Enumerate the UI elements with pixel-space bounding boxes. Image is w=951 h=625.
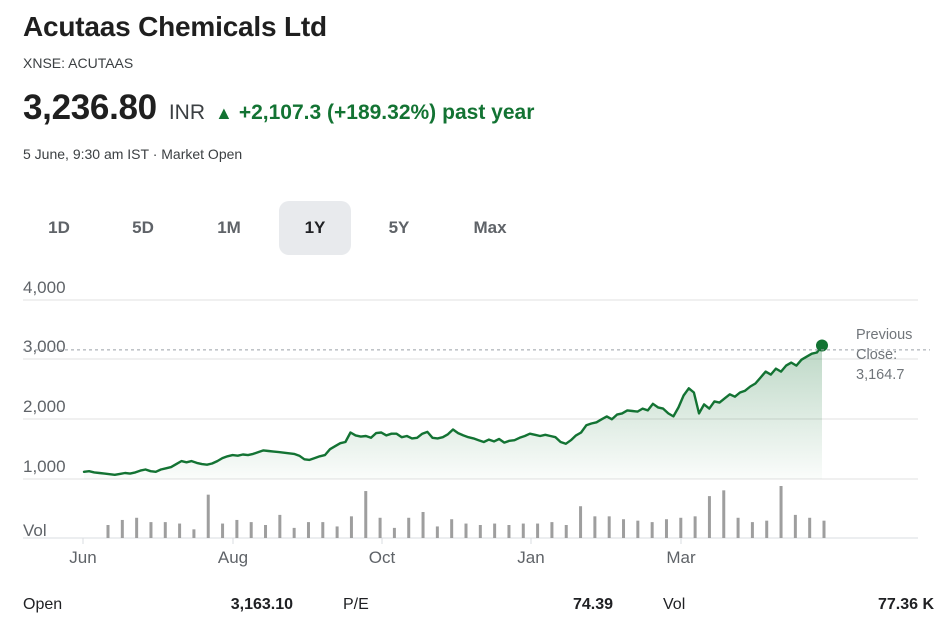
price-area-fill <box>84 345 822 479</box>
volume-bar <box>693 516 697 538</box>
volume-bar <box>664 519 668 538</box>
y-tick-label: 2,000 <box>23 397 66 416</box>
volume-bar <box>593 516 597 538</box>
volume-bar <box>507 525 511 538</box>
volume-bar <box>392 527 396 538</box>
volume-bar <box>478 525 482 538</box>
volume-bar <box>707 496 711 538</box>
volume-bar <box>335 526 339 538</box>
volume-bar <box>550 522 554 538</box>
y-tick-label: 4,000 <box>23 278 66 297</box>
pe-label: P/E <box>343 596 369 613</box>
tab-5d[interactable]: 5D <box>132 218 154 237</box>
volume-bar <box>178 523 182 538</box>
tab-1d[interactable]: 1D <box>48 218 70 237</box>
volume-bar <box>450 519 454 538</box>
volume-bar <box>607 516 611 538</box>
volume-bar <box>464 523 468 538</box>
volume-bar <box>536 523 540 538</box>
x-tick-label: Oct <box>369 548 396 567</box>
x-tick-label: Mar <box>666 548 696 567</box>
volume-bar <box>407 517 411 538</box>
previous-close-label: Previous <box>856 327 912 343</box>
price-change: +2,107.3 (+189.32%) <box>238 101 437 124</box>
volume-bar <box>349 516 353 538</box>
tab-5y[interactable]: 5Y <box>388 218 410 237</box>
volume-bar <box>192 529 196 538</box>
company-name: Acutaas Chemicals Ltd <box>23 11 327 42</box>
volume-bar <box>321 522 325 538</box>
volume-bar <box>135 517 139 538</box>
x-tick-label: Jan <box>517 548 544 567</box>
volume-bar <box>579 506 583 538</box>
volume-bar <box>822 520 826 538</box>
price-line <box>82 344 824 476</box>
volume-bar <box>249 522 253 538</box>
tab-1m[interactable]: 1M <box>217 218 241 237</box>
vol-label: Vol <box>663 596 686 613</box>
previous-close-label: Close: <box>856 347 897 363</box>
volume-bar <box>264 525 268 538</box>
volume-bar <box>364 491 368 538</box>
market-timestamp: 5 June, 9:30 am IST · Market Open <box>23 146 243 162</box>
volume-bar <box>120 519 124 538</box>
y-tick-label: 3,000 <box>23 337 66 356</box>
triangle-up-icon: ▲ <box>215 103 233 123</box>
volume-bar <box>435 526 439 538</box>
volume-bar <box>421 512 425 538</box>
price-chart[interactable]: 4,000 3,000 2,000 1,000 Vol Jun Aug Oct Jan Mar P… <box>0 0 951 585</box>
volume-bar <box>650 522 654 538</box>
volume-bar <box>521 523 525 538</box>
volume-bar <box>679 517 683 538</box>
price-row: 3,236.80 INR ▲ +2,107.3 (+189.32%) past … <box>23 88 534 128</box>
volume-label: Vol <box>23 521 47 540</box>
volume-bar <box>750 522 754 538</box>
volume-bar <box>206 494 210 538</box>
volume-bar <box>106 525 110 538</box>
pe-value: 74.39 <box>572 596 613 613</box>
volume-bar <box>636 520 640 538</box>
volume-bar <box>149 522 153 538</box>
volume-bar <box>622 519 626 538</box>
volume-bar <box>736 517 740 538</box>
vol-value: 77.36 K <box>877 596 934 613</box>
tab-max[interactable]: Max <box>473 218 507 237</box>
volume-bar <box>221 523 225 538</box>
volume-bar <box>793 514 797 538</box>
volume-bar <box>163 522 167 538</box>
tab-1y[interactable]: 1Y <box>279 201 351 255</box>
volume-bar <box>493 523 497 538</box>
volume-bar <box>235 519 239 538</box>
currency: INR <box>168 101 206 124</box>
x-tick-label: Aug <box>218 548 248 567</box>
previous-close-label: 3,164.7 <box>856 367 904 383</box>
current-price: 3,236.80 <box>23 88 157 127</box>
volume-bar <box>722 490 726 538</box>
volume-bar <box>765 520 769 538</box>
x-tick-label: Jun <box>69 548 96 567</box>
open-label: Open <box>23 596 63 613</box>
volume-bar <box>292 527 296 538</box>
open-value: 3,163.10 <box>230 596 293 613</box>
change-period: past year <box>442 101 535 124</box>
y-tick-label: 1,000 <box>23 457 66 476</box>
ticker-symbol: XNSE: ACUTAAS <box>23 55 134 71</box>
volume-bar <box>278 514 282 538</box>
volume-bar <box>779 486 783 538</box>
volume-bar <box>378 517 382 538</box>
current-price-dot <box>816 339 828 352</box>
volume-bar <box>808 517 812 538</box>
volume-bar <box>306 522 310 538</box>
volume-bar <box>564 525 568 538</box>
